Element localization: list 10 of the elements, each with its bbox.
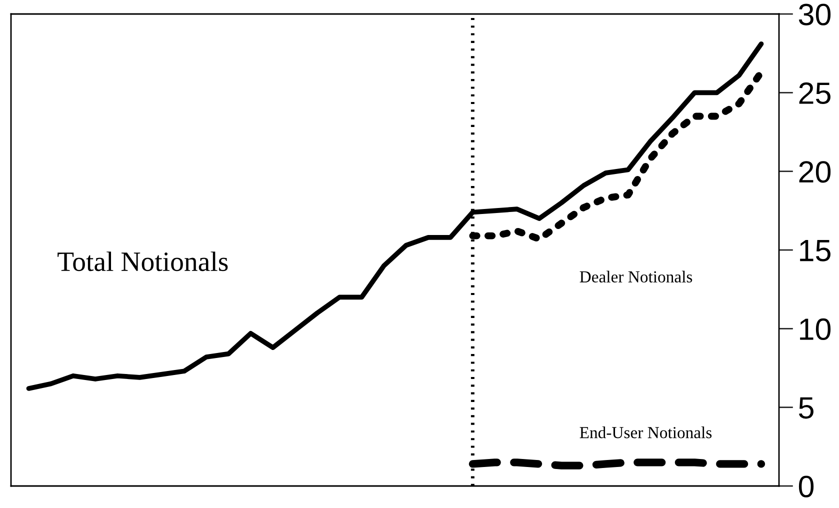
text: Dealer Notionals (580, 270, 692, 282)
y-tick-label: 5 (798, 397, 814, 419)
y-tick-label: 25 (799, 82, 830, 104)
y-tick-label: 20 (799, 161, 831, 183)
series-label: End-User Notionals (580, 426, 712, 438)
y-tick-label: 0 (798, 476, 814, 498)
y-tick-label: 10 (800, 318, 831, 340)
y-tick-label: 30 (798, 4, 831, 26)
y-tick-label: 15 (800, 240, 830, 262)
text: Total Notionals (58, 252, 228, 272)
